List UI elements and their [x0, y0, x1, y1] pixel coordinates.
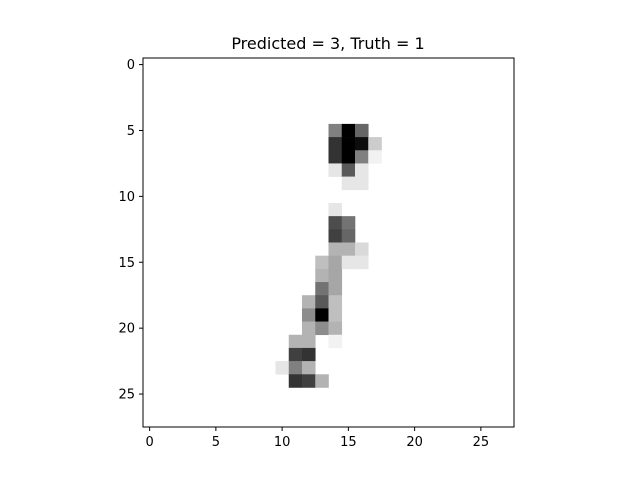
heatmap-cell — [368, 137, 382, 151]
heatmap-cell — [302, 308, 316, 322]
plot-frame — [142, 57, 515, 428]
heatmap-cell — [328, 268, 343, 283]
heatmap-cell — [302, 334, 316, 349]
heatmap-cell — [355, 242, 369, 256]
heatmap-cell — [302, 374, 316, 388]
heatmap-cell — [355, 123, 369, 138]
heatmap-cell — [302, 321, 316, 336]
y-tick-label: 25 — [118, 388, 135, 403]
heatmap-cell — [328, 123, 343, 138]
heatmap-cell — [341, 255, 356, 270]
x-tick-label: 15 — [340, 435, 357, 450]
heatmap-cell — [341, 150, 356, 164]
heatmap-cell — [328, 255, 343, 270]
heatmap-cell — [328, 216, 343, 230]
y-tick-label: 5 — [127, 124, 135, 139]
heatmap-cell — [355, 137, 369, 151]
heatmap-cell — [328, 334, 343, 349]
x-tick-label: 0 — [145, 435, 153, 450]
heatmap-cells — [275, 123, 382, 388]
heatmap-cell — [328, 321, 343, 336]
chart-title: Predicted = 3, Truth = 1 — [231, 34, 424, 53]
y-tick-label: 15 — [118, 256, 135, 271]
y-tick-label: 0 — [127, 58, 135, 73]
heatmap-cell — [315, 308, 329, 322]
heatmap-cell — [355, 176, 369, 191]
heatmap-cell — [328, 202, 343, 217]
heatmap-cell — [275, 361, 290, 375]
heatmap-cell — [368, 150, 382, 164]
heatmap-cell — [288, 334, 303, 349]
heatmap-cell — [341, 229, 356, 243]
heatmap-cell — [302, 295, 316, 309]
heatmap-cell — [341, 163, 356, 177]
heatmap-cell — [315, 295, 329, 309]
y-tick-label: 10 — [118, 190, 135, 205]
heatmap-cell — [341, 242, 356, 256]
heatmap-cell — [328, 163, 343, 177]
x-tick-label: 25 — [473, 435, 490, 450]
y-axis: 0 5 10 15 20 25 — [118, 58, 143, 403]
heatmap-cell — [288, 374, 303, 388]
heatmap-cell — [328, 229, 343, 243]
heatmap-cell — [341, 176, 356, 191]
heatmap-cell — [315, 255, 329, 270]
heatmap-cell — [341, 123, 356, 138]
plot-area — [142, 57, 515, 428]
heatmap-cell — [355, 163, 369, 177]
heatmap-cell — [328, 150, 343, 164]
heatmap-cell — [288, 361, 303, 375]
heatmap-cell — [315, 268, 329, 283]
heatmap-cell — [328, 308, 343, 322]
heatmap-cell — [315, 282, 329, 296]
heatmap-cell — [302, 361, 316, 375]
heatmap-cell — [328, 295, 343, 309]
x-tick-label: 20 — [406, 435, 423, 450]
heatmap-cell — [315, 321, 329, 336]
heatmap-cell — [315, 374, 329, 388]
heatmap-cell — [355, 255, 369, 270]
x-tick-label: 5 — [212, 435, 220, 450]
heatmap-cell — [328, 242, 343, 256]
heatmap-cell — [328, 137, 343, 151]
x-axis: 0 5 10 15 20 25 — [145, 427, 489, 450]
heatmap-cell — [341, 137, 356, 151]
heatmap-cell — [328, 282, 343, 296]
x-tick-label: 10 — [274, 435, 291, 450]
heatmap-cell — [355, 150, 369, 164]
heatmap-cell — [288, 347, 303, 362]
heatmap-cell — [302, 347, 316, 362]
heatmap-cell — [341, 216, 356, 230]
y-tick-label: 20 — [118, 322, 135, 337]
